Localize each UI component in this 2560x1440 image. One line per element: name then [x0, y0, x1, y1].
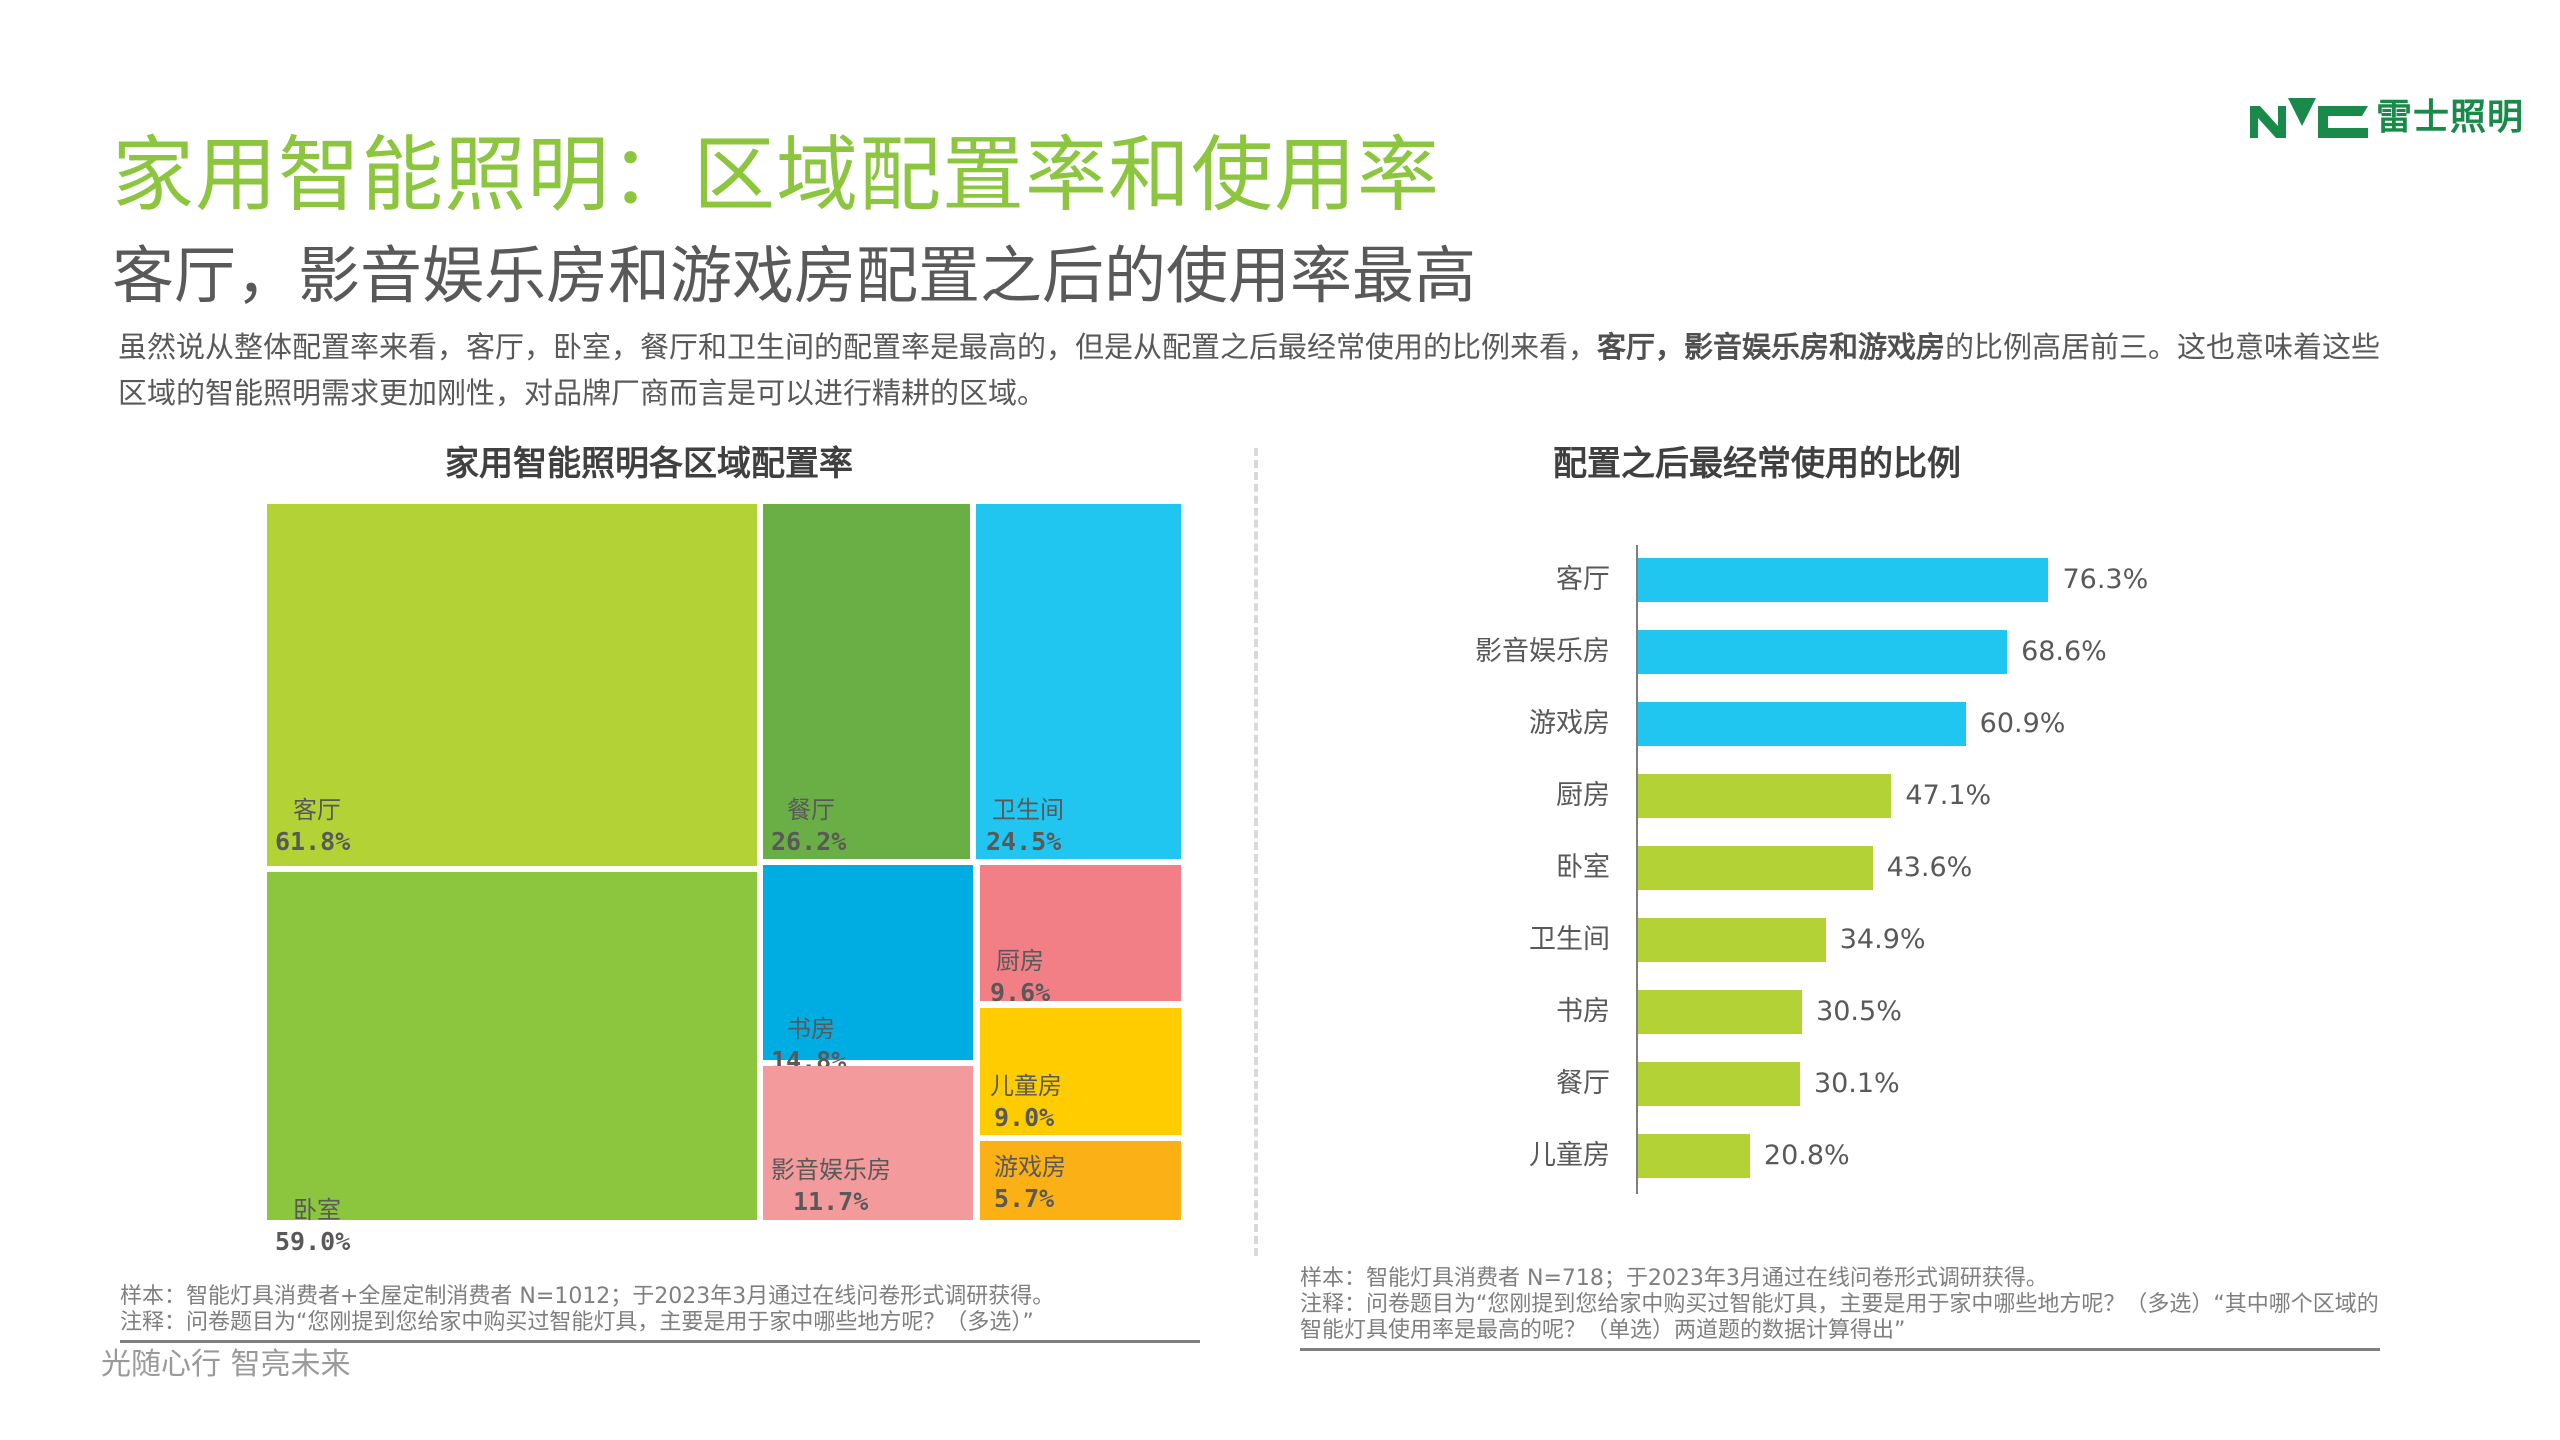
bar: [1638, 990, 1803, 1034]
bar-category-label: 游戏房: [1529, 708, 1610, 739]
footnote-right-note: 注释：问卷题目为“您刚提到您给家中购买过智能灯具，主要是用于家中哪些地方呢？（多…: [1300, 1292, 2379, 1343]
bar-value-label: 68.6%: [2021, 636, 2107, 667]
brand-logo: 雷士照明: [2250, 96, 2524, 140]
treemap-title: 家用智能照明各区域配置率: [445, 444, 853, 484]
description-text-2: 的比例高居前三。这也意味着这些区域的智能照明需求更加刚性，对品牌厂商而言是可以进…: [118, 330, 2381, 410]
bar: [1638, 558, 2049, 602]
bar-value-label: 60.9%: [1979, 708, 2066, 739]
bar: [1638, 702, 1966, 746]
bar-category-label: 儿童房: [1529, 1140, 1610, 1171]
treemap-tile-label: 游戏房: [994, 1153, 1066, 1181]
treemap-tile-value: 9.0%: [994, 1103, 1055, 1132]
treemap-tile-label: 餐厅: [787, 796, 835, 824]
treemap-tile-value: 59.0%: [275, 1227, 351, 1256]
bar-value-label: 20.8%: [1763, 1140, 1850, 1171]
footnote-right-sample: 样本：智能灯具消费者 N=718；于2023年3月通过在线问卷形式调研获得。: [1300, 1266, 2048, 1291]
bar-value-label: 47.1%: [1905, 780, 1992, 811]
treemap-tile-label: 影音娱乐房: [771, 1156, 891, 1184]
description: 虽然说从整体配置率来看，客厅，卧室，餐厅和卫生间的配置率是最高的，但是从配置之后…: [118, 324, 2388, 416]
treemap-tile-label: 厨房: [996, 947, 1044, 975]
treemap-tile-value: 26.2%: [771, 827, 847, 856]
panel-divider: [1254, 448, 1258, 1256]
bar-value-label: 30.5%: [1816, 996, 1902, 1027]
bar: [1638, 918, 1826, 962]
description-text-1: 虽然说从整体配置率来看，客厅，卧室，餐厅和卫生间的配置率是最高的，但是从配置之后…: [118, 330, 1598, 364]
treemap-tile-label: 卫生间: [992, 796, 1064, 824]
footnote-left: 样本：智能灯具消费者+全屋定制消费者 N=1012；于2023年3月通过在线问卷…: [120, 1284, 1200, 1343]
slogan: 光随心行 智亮未来: [101, 1347, 351, 1382]
bar-category-label: 客厅: [1556, 564, 1610, 595]
bar-category-label: 书房: [1556, 996, 1610, 1027]
footnote-left-note: 注释：问卷题目为“您刚提到您给家中购买过智能灯具，主要是用于家中哪些地方呢？（多…: [120, 1310, 1034, 1335]
treemap-tile-value: 11.7%: [793, 1187, 869, 1216]
bar: [1638, 774, 1892, 818]
bar: [1638, 1134, 1750, 1178]
treemap-tile: 影音娱乐房 11.7%: [763, 1066, 973, 1220]
treemap-tile: 游戏房 5.7%: [980, 1141, 1181, 1220]
description-highlight: 客厅，影音娱乐房和游戏房: [1597, 330, 1946, 364]
bar: [1638, 846, 1873, 890]
bar: [1638, 1062, 1800, 1106]
treemap-tile: 客厅 61.8%: [267, 504, 757, 866]
treemap-tile-label: 书房: [787, 1015, 835, 1043]
treemap-tile: 厨房 9.6%: [980, 865, 1181, 1007]
bar-value-label: 34.9%: [1839, 924, 1926, 955]
page-subtitle: 客厅，影音娱乐房和游戏房配置之后的使用率最高: [112, 239, 1477, 312]
bar-chart: 客厅 76.3% 影音娱乐房 68.6% 游戏房 60.9% 厨房 47.1% 卧室 43.6% 卫…: [1460, 540, 2360, 1200]
bar-value-label: 30.1%: [1813, 1068, 1900, 1099]
bar-chart-title: 配置之后最经常使用的比例: [1553, 444, 1961, 484]
treemap-tile-label: 客厅: [293, 796, 341, 824]
treemap-tile-value: 24.5%: [986, 827, 1062, 856]
bar-category-label: 卫生间: [1529, 924, 1610, 955]
footnote-left-sample: 样本：智能灯具消费者+全屋定制消费者 N=1012；于2023年3月通过在线问卷…: [120, 1284, 1055, 1309]
treemap-tile-value: 5.7%: [994, 1184, 1055, 1213]
bar-value-label: 43.6%: [1886, 852, 1973, 883]
treemap-tile: 书房 14.8%: [763, 865, 973, 1075]
bar-category-label: 厨房: [1556, 780, 1610, 811]
treemap-chart: 客厅 61.8% 卧室 59.0% 餐厅 26.2% 卫生间 24.5% 书房 14.8% 影音娱乐…: [267, 504, 1181, 1256]
nvc-logo-icon: [2250, 98, 2368, 138]
treemap-tile: 卧室 59.0%: [267, 872, 757, 1256]
treemap-tile-label: 卧室: [293, 1196, 341, 1224]
brand-name: 雷士照明: [2376, 97, 2525, 138]
bar: [1638, 630, 2008, 674]
treemap-tile-value: 61.8%: [275, 827, 351, 856]
treemap-tile-value: 9.6%: [990, 978, 1051, 1007]
bar-category-label: 餐厅: [1556, 1068, 1610, 1099]
treemap-tile: 儿童房 9.0%: [980, 1008, 1181, 1135]
treemap-tile: 卫生间 24.5%: [976, 504, 1181, 859]
bar-category-label: 卧室: [1556, 852, 1610, 883]
bar-chart-y-axis: [1636, 545, 1638, 1194]
footnote-right: 样本：智能灯具消费者 N=718；于2023年3月通过在线问卷形式调研获得。 注…: [1300, 1266, 2380, 1351]
treemap-tile: 餐厅 26.2%: [763, 504, 970, 859]
page-title: 家用智能照明：区域配置率和使用率: [112, 128, 1441, 223]
bar-value-label: 76.3%: [2062, 564, 2149, 595]
treemap-tile-label: 儿童房: [990, 1072, 1062, 1100]
bar-category-label: 影音娱乐房: [1475, 636, 1610, 667]
